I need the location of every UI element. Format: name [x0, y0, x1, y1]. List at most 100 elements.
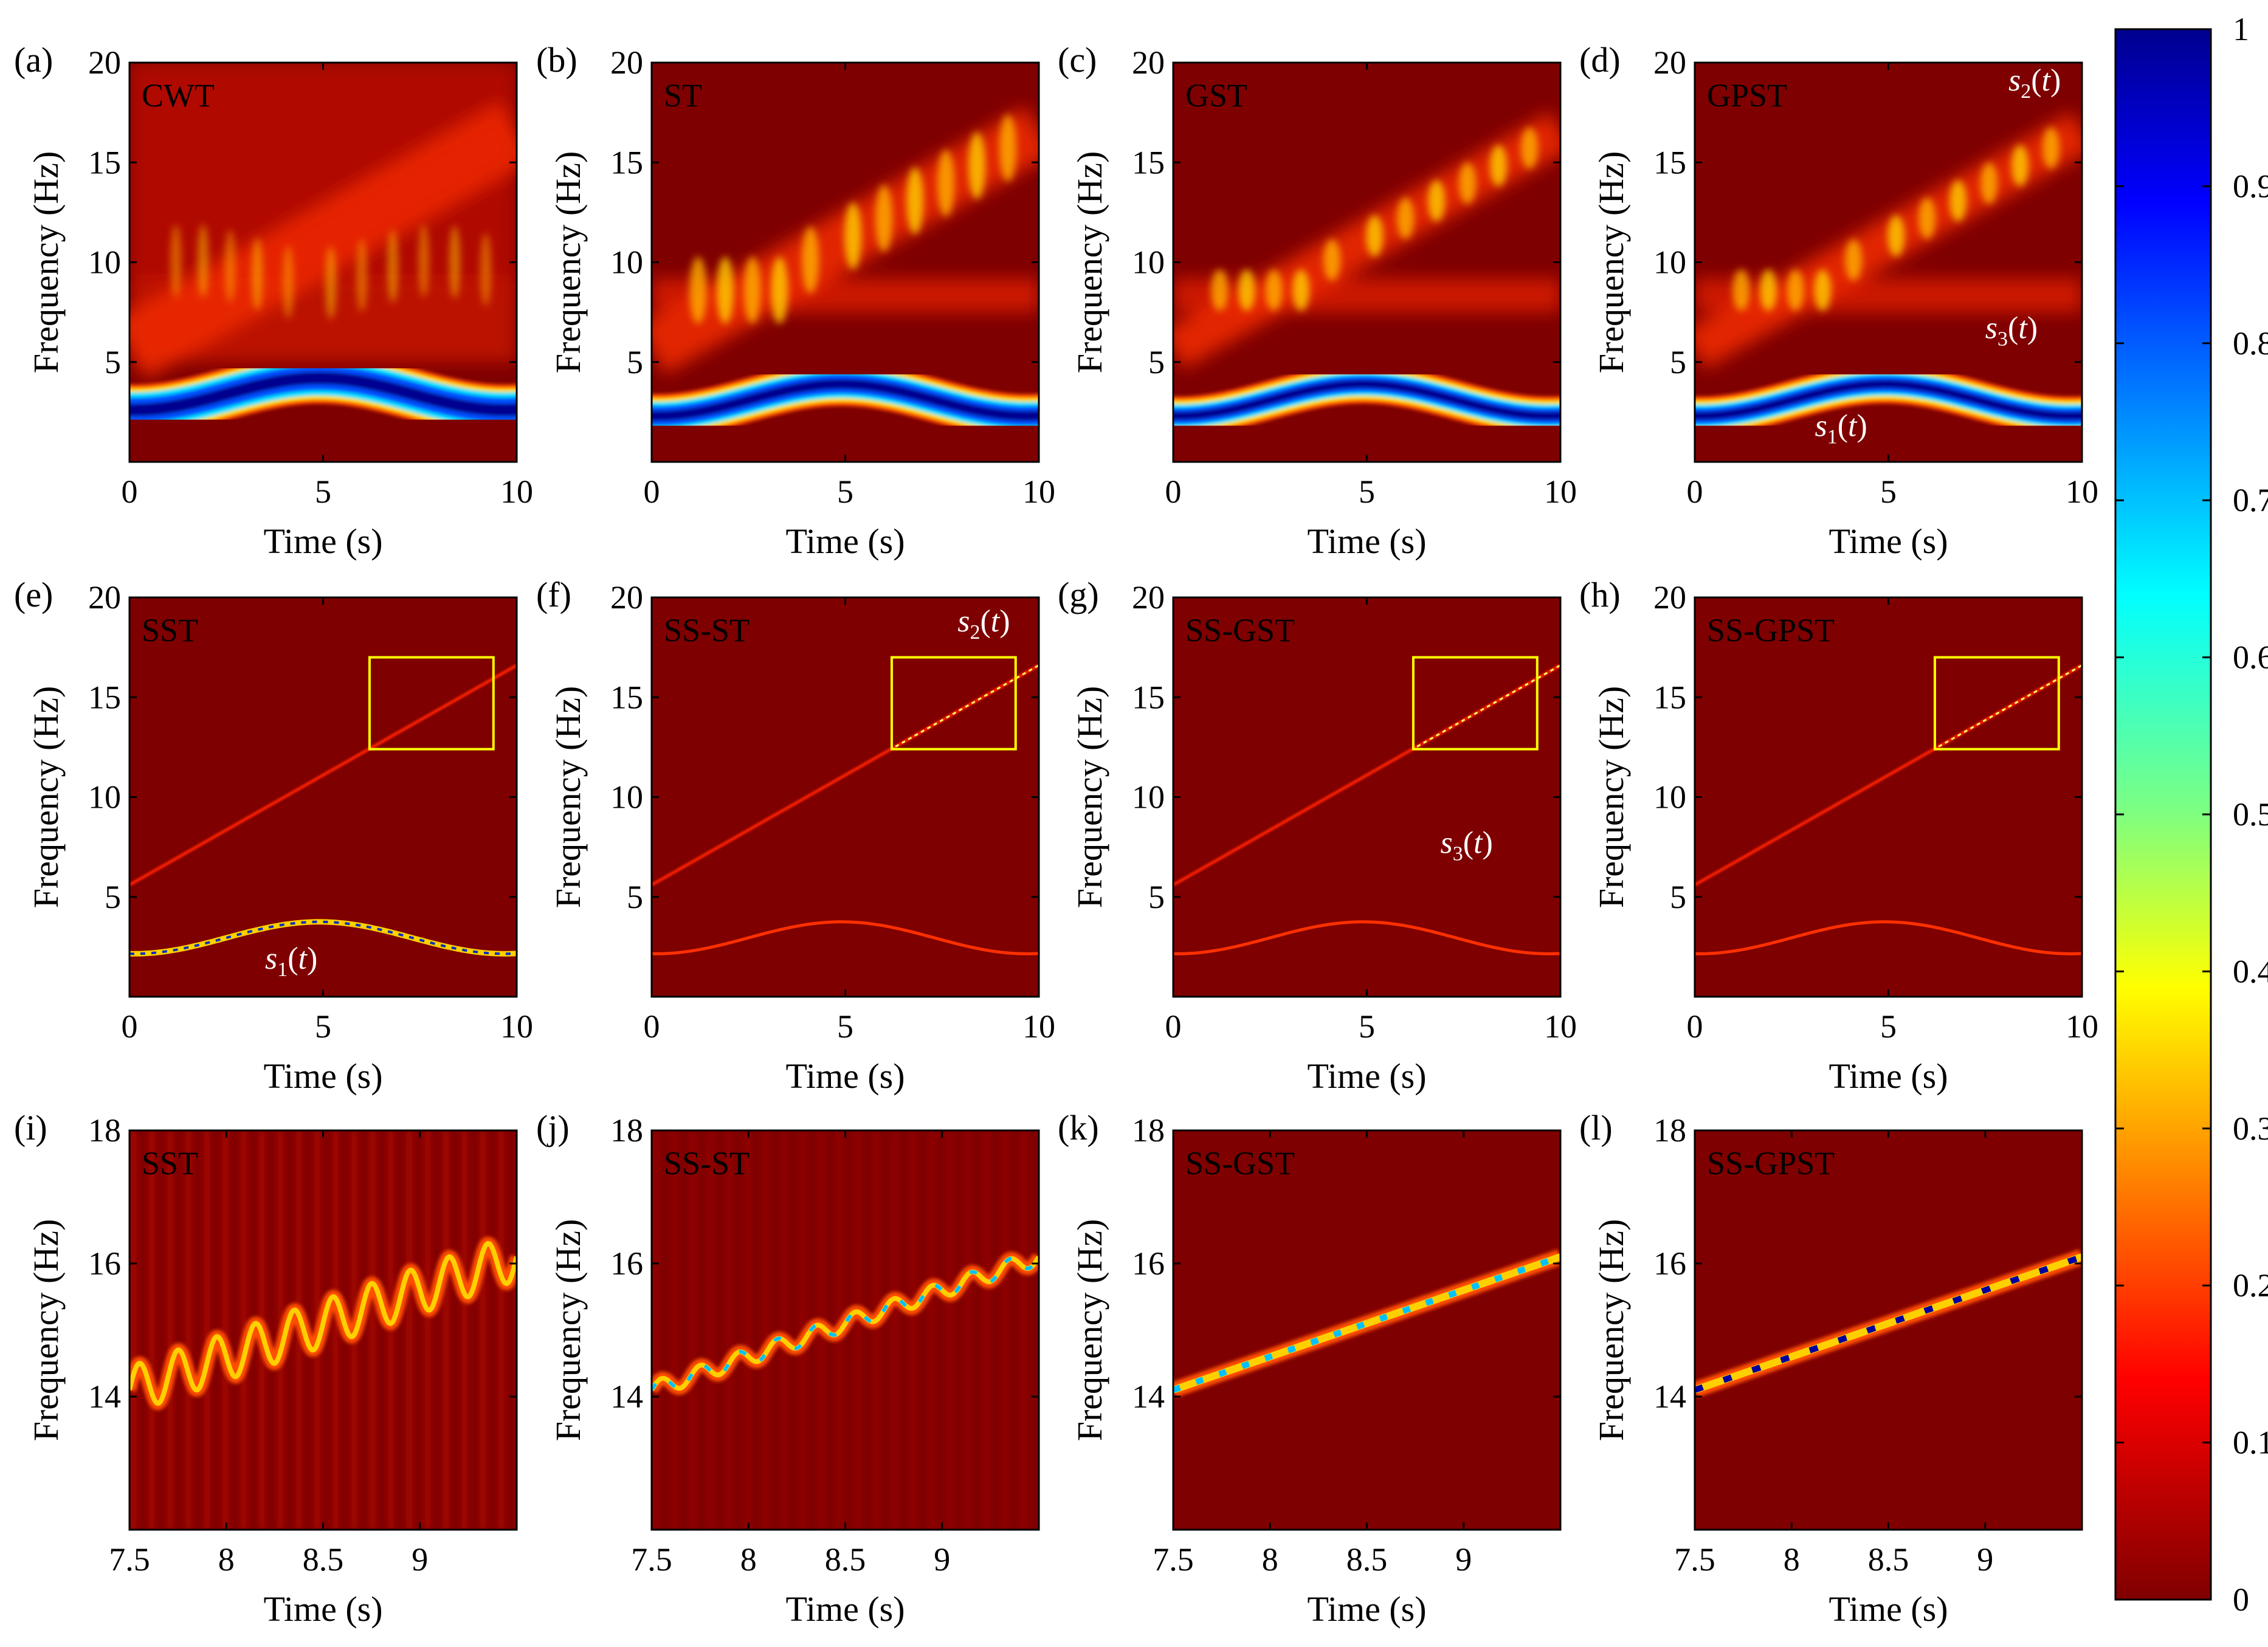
x-tick-label: 8	[740, 1541, 757, 1578]
colorbar-tick-label: 0.6	[2233, 639, 2268, 676]
x-tick-label: 10	[500, 473, 533, 510]
y-tick-label: 15	[1653, 679, 1686, 715]
y-tick-label: 10	[1653, 244, 1686, 281]
y-axis-label: Frequency (Hz)	[548, 151, 588, 374]
method-label: ST	[664, 77, 702, 114]
x-axis-label: Time (s)	[263, 1056, 382, 1096]
colorbar-tick-label: 0.4	[2233, 953, 2268, 989]
y-axis-label: Frequency (Hz)	[26, 686, 66, 909]
colorbar-gradient	[2114, 28, 2212, 1601]
panel-i: SST 7.5 8 8.5 9 14 16 18 Time (s) Frequency (Hz) (…	[14, 1108, 518, 1629]
x-tick-label: 10	[1544, 473, 1577, 510]
annotation-s2: s2(t)	[2008, 63, 2061, 103]
s1-band	[1695, 364, 2082, 436]
y-tick-label: 15	[88, 144, 121, 181]
colorbar-tick-label: 0	[2233, 1581, 2249, 1618]
heatmap-l	[1695, 1130, 2082, 1530]
zoom-highlight-box	[368, 656, 495, 751]
y-tick-label: 10	[1132, 779, 1165, 816]
y-tick-label: 14	[1653, 1378, 1686, 1415]
panel-label: (a)	[14, 40, 53, 80]
x-tick-label: 0	[1165, 1008, 1182, 1045]
y-axis-label: Frequency (Hz)	[1070, 686, 1109, 909]
y-tick-label: 16	[1653, 1245, 1686, 1282]
y-tick-label: 5	[1670, 344, 1686, 380]
heatmap-g: s3(t)	[1173, 597, 1560, 997]
zoom-highlight-box	[890, 656, 1017, 751]
panel-h: SS-GPST 0 5 10 5 10 15 20 Time (s) Frequency (Hz)…	[1579, 575, 2098, 1096]
x-tick-label: 0	[644, 473, 660, 510]
method-label: SST	[142, 612, 198, 648]
x-axis-label: Time (s)	[785, 1056, 905, 1096]
colorbar-tick-label: 0.3	[2233, 1110, 2268, 1147]
panel-label: (c)	[1058, 40, 1097, 80]
zoom-ridge	[1695, 1249, 2082, 1398]
colorbar-tick-label: 0.9	[2233, 168, 2268, 204]
y-tick-label: 16	[610, 1245, 643, 1282]
x-tick-label: 5	[1880, 473, 1897, 510]
y-tick-label: 20	[610, 44, 643, 81]
y-axis-label: Frequency (Hz)	[1591, 151, 1631, 374]
x-axis-label: Time (s)	[1829, 1056, 1948, 1096]
y-tick-label: 14	[88, 1378, 121, 1415]
method-label: SS-GPST	[1707, 1145, 1835, 1181]
x-tick-label: 5	[837, 1008, 853, 1045]
s1-band	[1173, 364, 1560, 436]
y-tick-label: 20	[1132, 44, 1165, 81]
y-axis-label: Frequency (Hz)	[1591, 686, 1631, 909]
chirp-interference	[1211, 127, 1539, 311]
heatmap-j	[652, 1130, 1039, 1530]
heatmap-background	[1173, 597, 1560, 997]
x-tick-label: 9	[1977, 1541, 1993, 1578]
ridge-lines	[1695, 664, 2082, 955]
panel-label: (d)	[1579, 40, 1621, 80]
heatmap-d: s2(t) s3(t) s1(t)	[1695, 63, 2082, 462]
panel-label: (e)	[14, 575, 53, 614]
y-axis-label: Frequency (Hz)	[26, 151, 66, 374]
colorbar-tick-label: 0.7	[2233, 482, 2268, 518]
colorbar-tick-label: 0.1	[2233, 1425, 2268, 1461]
y-tick-label: 16	[1132, 1245, 1165, 1282]
x-tick-label: 9	[1455, 1541, 1472, 1578]
x-tick-label: 8	[1262, 1541, 1278, 1578]
y-tick-label: 18	[1653, 1112, 1686, 1149]
y-tick-label: 18	[1132, 1112, 1165, 1149]
heatmap-h	[1695, 597, 2082, 997]
y-tick-label: 5	[627, 879, 643, 915]
y-tick-label: 5	[1148, 344, 1165, 380]
y-tick-label: 18	[88, 1112, 121, 1149]
x-tick-label: 8.5	[1346, 1541, 1388, 1578]
y-tick-label: 15	[1132, 679, 1165, 715]
heatmap-a	[129, 63, 517, 462]
x-tick-label: 7.5	[109, 1541, 150, 1578]
x-tick-label: 8	[1784, 1541, 1800, 1578]
x-axis-label: Time (s)	[263, 1589, 382, 1629]
x-axis-label: Time (s)	[1307, 1056, 1426, 1096]
y-axis-label: Frequency (Hz)	[1070, 151, 1109, 374]
method-label: SS-GPST	[1707, 612, 1835, 648]
ridge-lines	[652, 664, 1039, 955]
method-label: GST	[1185, 77, 1247, 114]
colorbar-tick-label: 0.5	[2233, 796, 2268, 833]
y-tick-label: 20	[610, 579, 643, 616]
heatmap-i	[129, 1130, 517, 1530]
method-label: SS-ST	[664, 612, 750, 648]
x-tick-label: 9	[412, 1541, 428, 1578]
y-tick-label: 15	[610, 144, 643, 181]
zoom-ridge	[129, 1130, 517, 1530]
x-tick-label: 10	[1022, 1008, 1055, 1045]
panel-l: SS-GPST 7.5 8 8.5 9 14 16 18 Time (s) Frequency (…	[1579, 1108, 2083, 1629]
annotation-s3: s3(t)	[1441, 825, 1493, 865]
panel-label: (l)	[1579, 1108, 1613, 1147]
x-tick-label: 10	[500, 1008, 533, 1045]
ridge-lines	[1173, 664, 1560, 955]
y-tick-label: 15	[610, 679, 643, 715]
x-axis-label: Time (s)	[1829, 1589, 1948, 1629]
x-tick-label: 0	[644, 1008, 660, 1045]
x-tick-label: 8.5	[1868, 1541, 1909, 1578]
x-tick-label: 8.5	[825, 1541, 866, 1578]
x-tick-label: 5	[1359, 473, 1375, 510]
panel-label: (h)	[1579, 575, 1621, 614]
heatmap-e: s1(t)	[129, 597, 517, 997]
